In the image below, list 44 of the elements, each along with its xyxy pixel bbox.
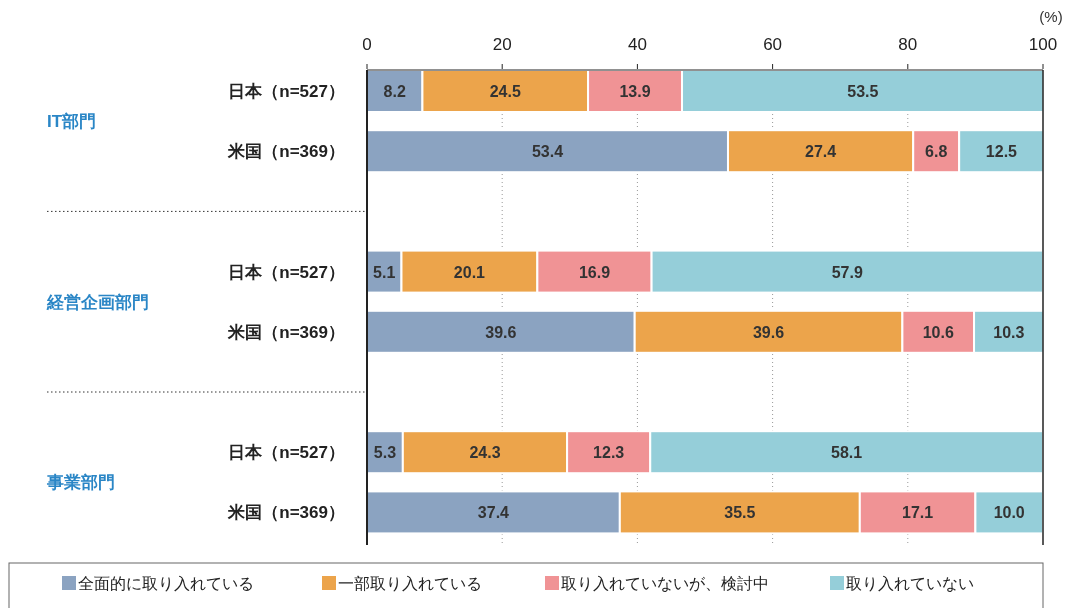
data-label: 5.3 (373, 444, 397, 462)
legend-label: 一部取り入れている (338, 575, 482, 592)
data-label: 20.1 (453, 263, 486, 281)
y-tick-label: 日本（n=527） (228, 443, 345, 463)
text: IT部門 (47, 112, 97, 132)
data-label: 37.4 (477, 504, 510, 522)
data-label: 12.3 (593, 444, 625, 462)
data-label: 5.1 (373, 263, 396, 281)
data-label: 12.5 (985, 143, 1018, 161)
data-label: 35.5 (724, 504, 756, 522)
data-label: 10.6 (922, 323, 954, 341)
x-tick-label: 80 (898, 35, 918, 54)
x-tick-label: 0 (362, 35, 372, 54)
x-tick-label: 60 (763, 35, 783, 54)
y-tick-label: 日本（n=527） (228, 262, 345, 282)
data-label: 24.5 (489, 83, 521, 100)
legend-label: 取り入れていないが、検討中 (561, 575, 769, 592)
x-tick-label: 20 (492, 35, 512, 54)
data-label: 16.9 (578, 263, 611, 281)
legend-label: 取り入れていない (846, 575, 974, 592)
data-label: 6.8 (925, 143, 948, 161)
text: 事業部門 (46, 473, 115, 493)
y-tick-label: 米国（n=369） (227, 503, 345, 523)
data-label: 57.9 (831, 263, 863, 281)
data-label: 24.3 (469, 444, 501, 462)
legend-label: 全面的に取り入れている (78, 575, 254, 592)
data-label: 17.1 (902, 504, 934, 522)
data-label: 58.1 (831, 444, 863, 462)
data-label: 39.6 (752, 323, 785, 341)
y-tick-label: 日本（n=527） (228, 82, 345, 101)
data-label: 10.0 (993, 504, 1025, 522)
data-label: 10.3 (993, 323, 1025, 341)
data-label: 27.4 (805, 143, 837, 161)
data-label: 53.4 (531, 143, 564, 161)
data-label: 13.9 (619, 83, 651, 100)
y-tick-label: 米国（n=369） (227, 142, 345, 162)
text: 経営企画部門 (46, 292, 149, 312)
x-axis-title: (%) (1039, 8, 1063, 25)
data-label: 8.2 (383, 83, 406, 100)
x-tick-label: 100 (1028, 35, 1058, 54)
data-label: 53.5 (847, 83, 879, 100)
data-label: 39.6 (485, 323, 517, 341)
x-tick-label: 40 (627, 35, 647, 54)
y-tick-label: 米国（n=369） (227, 322, 345, 342)
